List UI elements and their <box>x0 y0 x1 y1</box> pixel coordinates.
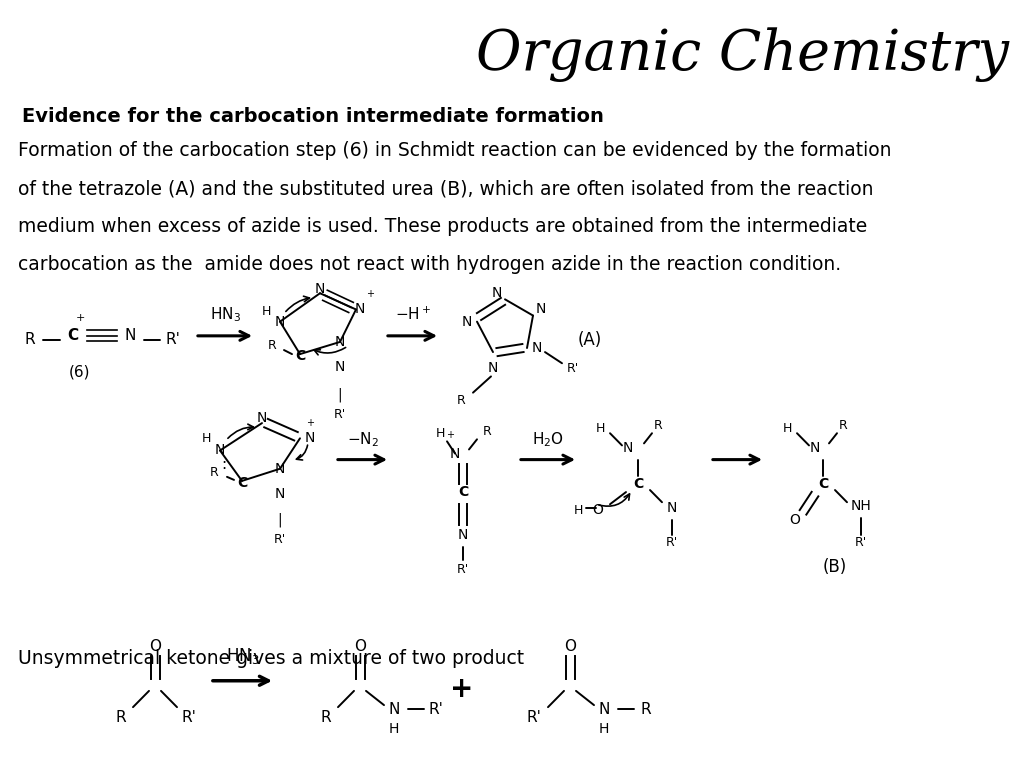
Text: N: N <box>623 442 633 455</box>
Text: N: N <box>257 411 267 425</box>
Text: C: C <box>458 485 468 499</box>
Text: $-$H$^+$: $-$H$^+$ <box>395 306 431 323</box>
Text: R: R <box>25 333 35 347</box>
Text: R: R <box>321 710 332 725</box>
Text: N: N <box>274 462 286 475</box>
Text: |: | <box>278 512 283 527</box>
Text: O: O <box>564 639 575 654</box>
Text: Formation of the carbocation step (6) in Schmidt reaction can be evidenced by th: Formation of the carbocation step (6) in… <box>18 141 892 160</box>
Text: R': R' <box>273 533 286 546</box>
Text: C: C <box>237 476 247 490</box>
Text: N: N <box>274 487 286 501</box>
Text: N: N <box>458 528 468 541</box>
Text: N: N <box>667 502 677 515</box>
Text: R: R <box>839 419 848 432</box>
Text: R': R' <box>567 362 580 375</box>
Text: R: R <box>457 394 465 407</box>
Text: N: N <box>335 360 345 374</box>
Text: R: R <box>482 425 492 438</box>
Text: H: H <box>599 723 609 737</box>
Text: :: : <box>221 457 226 472</box>
Text: R': R' <box>429 702 443 717</box>
Text: Organic Chemistry: Organic Chemistry <box>475 28 1009 82</box>
Text: Evidence for the carbocation intermediate formation: Evidence for the carbocation intermediat… <box>22 107 604 126</box>
Text: R': R' <box>666 536 678 549</box>
Text: medium when excess of azide is used. These products are obtained from the interm: medium when excess of azide is used. The… <box>18 217 867 236</box>
Text: Unsymmetrical ketone gives a mixture of two product: Unsymmetrical ketone gives a mixture of … <box>18 649 524 668</box>
Text: N: N <box>531 341 542 355</box>
Text: N: N <box>388 702 399 717</box>
Text: H: H <box>261 305 270 318</box>
Text: (6): (6) <box>70 365 91 380</box>
Text: +: + <box>451 675 474 703</box>
Text: +: + <box>76 313 85 323</box>
Text: R: R <box>641 702 651 717</box>
Text: H: H <box>573 504 583 517</box>
Text: N: N <box>335 335 345 349</box>
Text: +: + <box>446 430 454 440</box>
Text: R': R' <box>334 409 346 422</box>
Text: R': R' <box>526 710 542 725</box>
Text: N: N <box>810 442 820 455</box>
Text: C: C <box>633 477 643 491</box>
Text: C: C <box>295 349 305 363</box>
Text: H: H <box>595 422 605 435</box>
Text: N: N <box>274 315 286 329</box>
Text: (B): (B) <box>823 558 847 576</box>
Text: $-$N$_2$: $-$N$_2$ <box>347 430 379 449</box>
Text: HN$_3$: HN$_3$ <box>210 305 241 324</box>
Text: N: N <box>462 315 472 329</box>
Text: of the tetrazole (A) and the substituted urea (B), which are often isolated from: of the tetrazole (A) and the substituted… <box>18 180 873 199</box>
Text: O: O <box>150 639 161 654</box>
Text: O: O <box>790 514 801 528</box>
Text: H$_2$O: H$_2$O <box>532 430 564 449</box>
Text: C: C <box>68 329 79 343</box>
Text: |: | <box>338 387 342 402</box>
Text: N: N <box>536 303 546 316</box>
Text: carbocation as the  amide does not react with hydrogen azide in the reaction con: carbocation as the amide does not react … <box>18 255 841 273</box>
Text: +: + <box>366 290 374 300</box>
Text: R': R' <box>457 563 469 576</box>
Text: N: N <box>598 702 609 717</box>
Text: R: R <box>116 710 126 725</box>
Text: N: N <box>124 329 136 343</box>
Text: R: R <box>267 339 276 353</box>
Text: H: H <box>389 723 399 737</box>
Text: N: N <box>354 303 366 316</box>
Text: R': R' <box>166 333 180 347</box>
Text: O: O <box>354 639 366 654</box>
Text: N: N <box>492 286 502 300</box>
Text: R: R <box>210 466 218 479</box>
Text: R': R' <box>855 536 867 549</box>
Text: N: N <box>305 432 315 445</box>
Text: +: + <box>306 418 314 428</box>
Text: NH: NH <box>851 499 871 513</box>
Text: N: N <box>215 443 225 458</box>
Text: C: C <box>818 477 828 491</box>
Text: R: R <box>653 419 663 432</box>
Text: H: H <box>435 427 444 440</box>
Text: (A): (A) <box>578 331 602 349</box>
Text: N: N <box>314 282 326 296</box>
Text: H: H <box>202 432 211 445</box>
Text: N: N <box>450 446 460 461</box>
Text: H: H <box>782 422 792 435</box>
Text: R': R' <box>181 710 197 725</box>
Text: O: O <box>593 503 603 518</box>
Text: HN$_3$: HN$_3$ <box>226 647 260 667</box>
Text: N: N <box>487 361 499 376</box>
